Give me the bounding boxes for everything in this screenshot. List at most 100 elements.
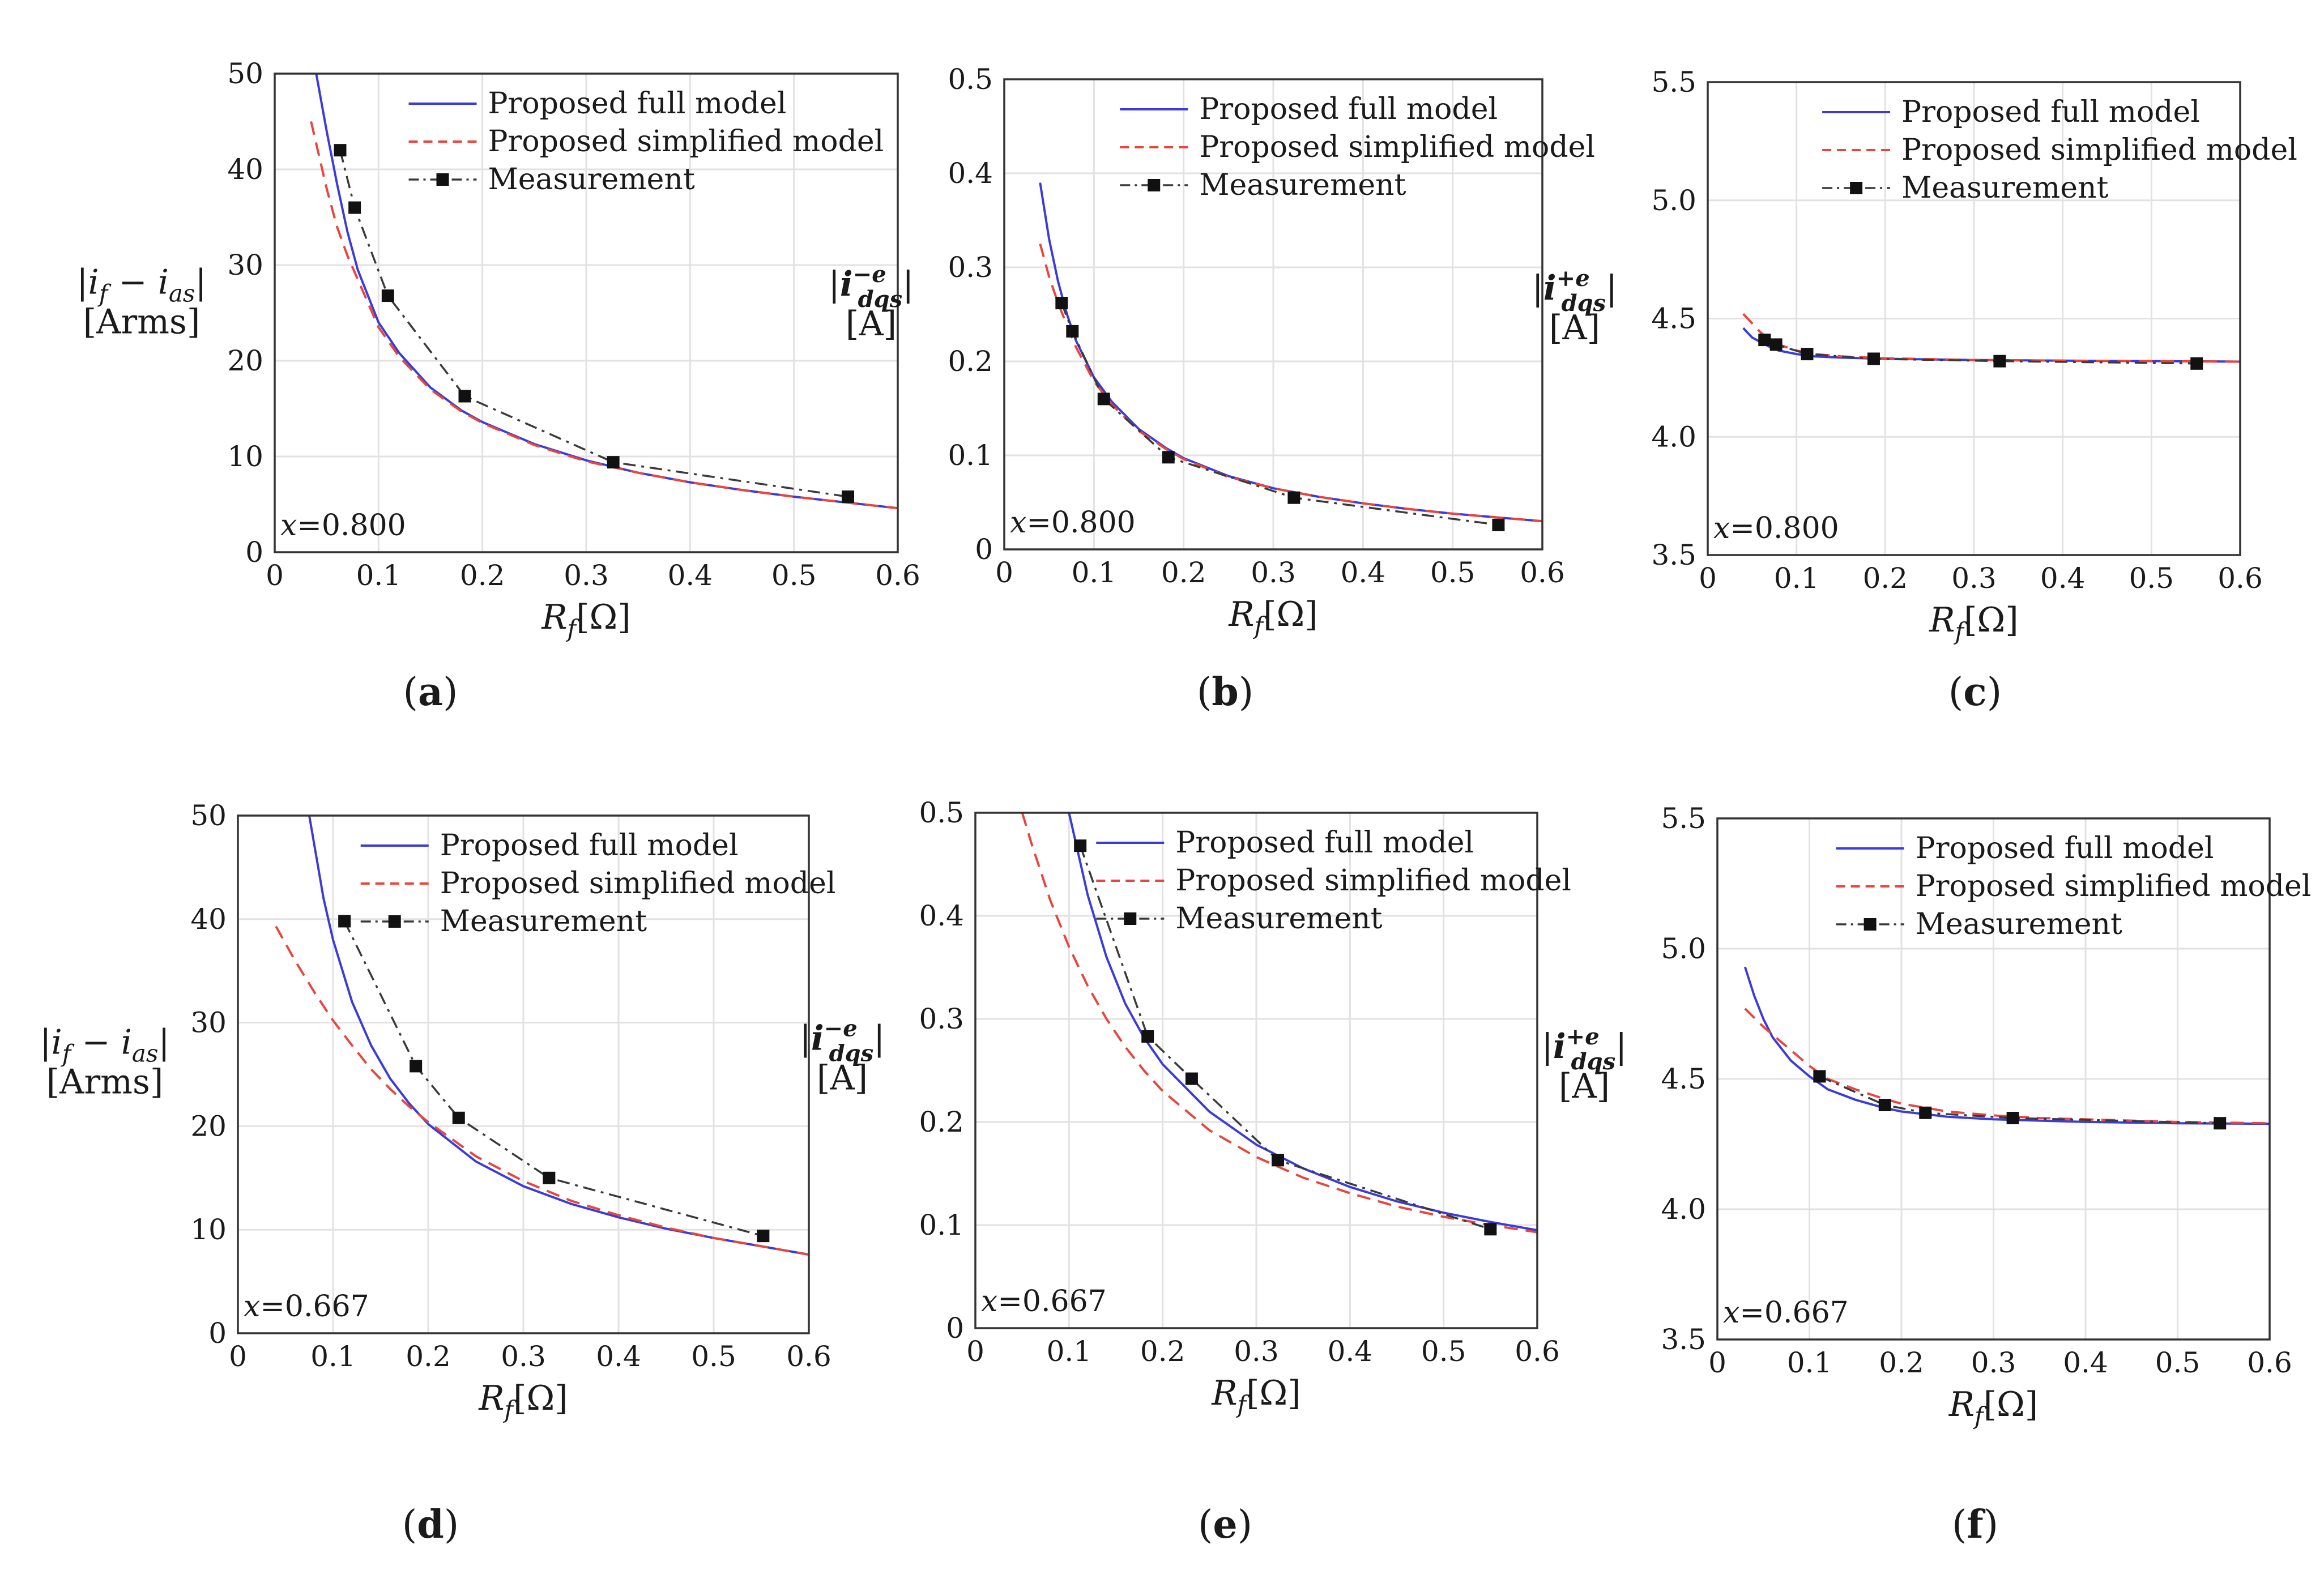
series-line-measurement [1079,845,1491,1230]
x-tick-label: 0 [1699,562,1717,595]
measurement-point [1287,491,1300,504]
y-tick-label: 0.3 [948,251,993,284]
y-axis-label: |i−e dqs|[A] [829,261,914,344]
x-tick-label: 0.2 [406,1340,451,1373]
legend-label: Proposed full model [440,829,739,863]
y-tick-label: 0 [208,1317,227,1350]
legend-label: Measurement [440,905,647,938]
legend-label: Proposed simplified model [1916,869,2312,903]
x-tick-label: 0.6 [1520,556,1565,589]
x-tick-label: 0.3 [564,559,609,592]
x-tick-label: 0.3 [1951,562,1997,595]
legend-label: Proposed full model [488,87,787,121]
panel-label-c: (c) [1948,669,2002,715]
measurement-point [2006,1112,2019,1124]
y-tick-label: 0.1 [919,1209,964,1242]
series-line-full-model [1743,966,2270,1125]
chart-panel-d: 0 0.1 0.2 0.3 0.4 0.5 0.6 0 10 20 30 40 50 Rf[Ω] |if −… [40,799,835,1423]
legend: Proposed full model Proposed simplified m… [408,87,884,197]
panel-label-a: (a) [403,669,458,715]
parameter-annotation: x=0.800 [280,509,406,543]
y-axis-unit: [A] [817,1059,868,1098]
y-tick-label: 40 [227,153,263,186]
series-line-simplified-model [1744,1008,2270,1125]
y-tick-label: 10 [190,1213,227,1246]
x-axis-label: Rf[Ω] [541,598,630,642]
panel-label-f: (f) [1952,1502,1998,1547]
parameter-annotation: x=0.667 [981,1285,1107,1319]
y-tick-label: 20 [227,344,263,377]
y-tick-label: 5.5 [1651,66,1696,99]
y-axis-label: |i+e dqs|[A] [1542,1023,1627,1106]
y-tick-label: 0 [975,533,993,566]
measurement-point [1993,355,2006,368]
x-axis-label: Rf[Ω] [1228,595,1317,639]
x-tick-label: 0.3 [1971,1346,2016,1379]
series-line-simplified-model [1742,313,2241,363]
x-tick-label: 0.5 [691,1340,736,1373]
measurement-point [1919,1106,1932,1119]
x-axis-label: Rf[Ω] [1211,1373,1300,1418]
measurement-point [543,1171,556,1184]
x-tick-label: 0.2 [460,559,505,592]
legend-label: Proposed simplified model [440,867,836,901]
series-line-measurement [339,150,848,498]
y-axis-unit: [Arms] [46,1062,164,1102]
y-tick-label: 0.1 [948,439,993,472]
x-tick-label: 0.2 [1863,562,1908,595]
measurement-point [1769,338,1783,351]
y-tick-label: 0 [245,536,263,569]
legend-label: Proposed simplified model [1901,133,2297,167]
parameter-annotation: x=0.667 [1723,1296,1849,1330]
measurement-point [1162,451,1175,464]
y-tick-label: 50 [227,57,263,90]
x-tick-label: 0.5 [1421,1335,1466,1368]
x-tick-label: 0.3 [1234,1335,1279,1368]
measurement-point [1066,325,1079,338]
legend-label: Measurement [1901,171,2108,205]
y-tick-label: 40 [190,903,227,936]
legend-label: Proposed full model [1901,95,2200,129]
axes-frame [1707,81,2241,556]
x-tick-label: 0.6 [2247,1346,2292,1379]
measurement-point [334,144,347,157]
y-tick-label: 0.5 [948,63,993,96]
x-tick-label: 0.1 [356,559,402,592]
parameter-annotation: x=0.667 [244,1290,369,1324]
x-axis-label: Rf[Ω] [1929,600,2018,645]
y-tick-label: 0.3 [919,1002,964,1035]
y-tick-label: 0.5 [919,796,964,829]
measurement-point [2190,357,2203,370]
y-tick-label: 4.0 [1661,1193,1706,1226]
y-axis-unit: [Arms] [83,302,201,342]
x-axis-label: Rf[Ω] [1948,1385,2038,1430]
legend-label: Proposed full model [1199,92,1498,126]
legend-label: Proposed simplified model [1199,130,1595,164]
measurement-point [1097,393,1110,406]
legend-label: Proposed simplified model [1175,864,1571,898]
axes-frame [1716,817,2271,1341]
svg-text:|if − ias|: |if − ias| [40,1022,169,1067]
y-tick-label: 30 [227,249,263,281]
x-tick-label: 0.3 [1251,556,1296,589]
y-tick-label: 4.5 [1661,1063,1706,1095]
x-tick-label: 0.1 [1072,556,1117,589]
x-tick-label: 0.4 [1341,556,1386,589]
legend-label: Measurement [1916,907,2122,941]
x-tick-label: 0.4 [1328,1335,1373,1368]
legend-label: Proposed simplified model [488,125,884,159]
y-tick-label: 5.5 [1661,802,1706,835]
measurement-point [1878,1099,1891,1111]
legend-marker [1864,918,1877,931]
measurement-point [1867,352,1880,365]
y-axis-unit: [A] [1549,308,1600,348]
legend: Proposed full model Proposed simplified m… [1822,95,2297,205]
series-line-measurement [1060,302,1499,526]
measurement-point [1141,1030,1154,1043]
y-tick-label: 0.4 [919,899,964,932]
y-tick-label: 5.0 [1651,184,1696,217]
y-tick-label: 3.5 [1661,1323,1706,1356]
